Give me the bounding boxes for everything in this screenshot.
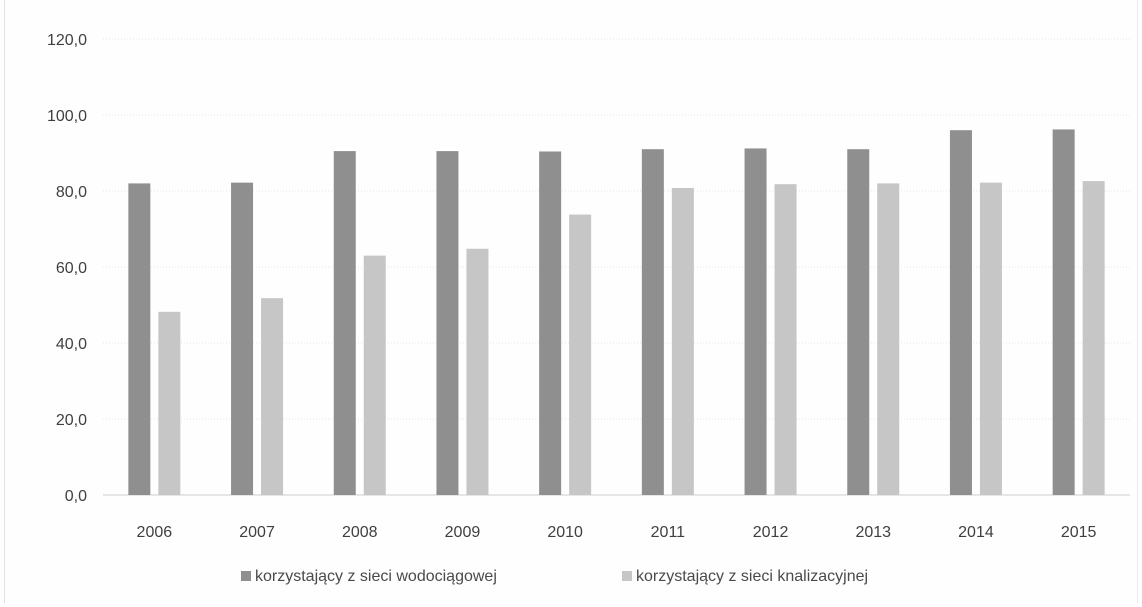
x-tick-label: 2015 [1061,524,1097,541]
x-tick-label: 2009 [445,524,481,541]
x-tick-label: 2014 [958,524,994,541]
chart-frame: 0,0 20,0 40,0 60,0 80,0 100,0 120,0 2006 2007 200… [4,0,1138,603]
bar-sewage-2010 [569,214,592,495]
legend-label: korzystający z sieci wodociągowej [255,568,497,585]
legend: korzystający z sieci wodociągowej korzyst… [241,568,868,585]
x-tick-label: 2007 [239,524,275,541]
x-tick-label: 2010 [547,524,583,541]
bar-sewage-2009 [466,248,489,495]
y-tick-label: 100,0 [47,108,87,125]
legend-item: korzystający z sieci knalizacyjnej [622,568,868,585]
bar-water-2011 [641,149,664,495]
bar-water-2007 [231,182,254,495]
bar-sewage-2011 [671,187,694,495]
bar-sewage-2008 [363,255,386,495]
bar-water-2013 [847,149,870,495]
bar-sewage-2014 [979,182,1002,495]
y-tick-label: 20,0 [56,412,87,429]
y-tick-label: 0,0 [65,488,87,505]
gridlines [103,38,1130,496]
bar-water-2015 [1052,129,1075,495]
y-tick-label: 80,0 [56,184,87,201]
legend-item: korzystający z sieci wodociągowej [241,568,497,585]
y-tick-label: 40,0 [56,336,87,353]
x-tick-label: 2008 [342,524,378,541]
bar-water-2009 [436,151,459,495]
legend-label: korzystający z sieci knalizacyjnej [636,568,868,585]
x-tick-label: 2011 [651,524,686,541]
x-tick-label: 2006 [137,524,173,541]
bar-water-2012 [744,148,767,495]
y-tick-label: 60,0 [56,260,87,277]
bar-sewage-2007 [261,298,284,495]
x-tick-label: 2012 [753,524,789,541]
bar-water-2014 [949,130,972,495]
legend-swatch [622,571,632,581]
bar-sewage-2012 [774,184,797,495]
x-tick-label: 2013 [855,524,891,541]
x-axis: 2006 2007 2008 2009 2010 2011 2012 2013 2014 2015 [137,524,1097,541]
bars [128,129,1105,496]
bar-water-2006 [128,183,151,495]
y-axis: 0,0 20,0 40,0 60,0 80,0 100,0 120,0 [47,32,87,505]
y-tick-label: 120,0 [47,32,87,49]
bar-sewage-2015 [1082,181,1105,495]
bar-water-2008 [333,151,356,495]
legend-swatch [241,571,251,581]
bar-water-2010 [539,151,562,496]
bar-sewage-2006 [158,311,181,495]
bar-sewage-2013 [877,183,900,495]
